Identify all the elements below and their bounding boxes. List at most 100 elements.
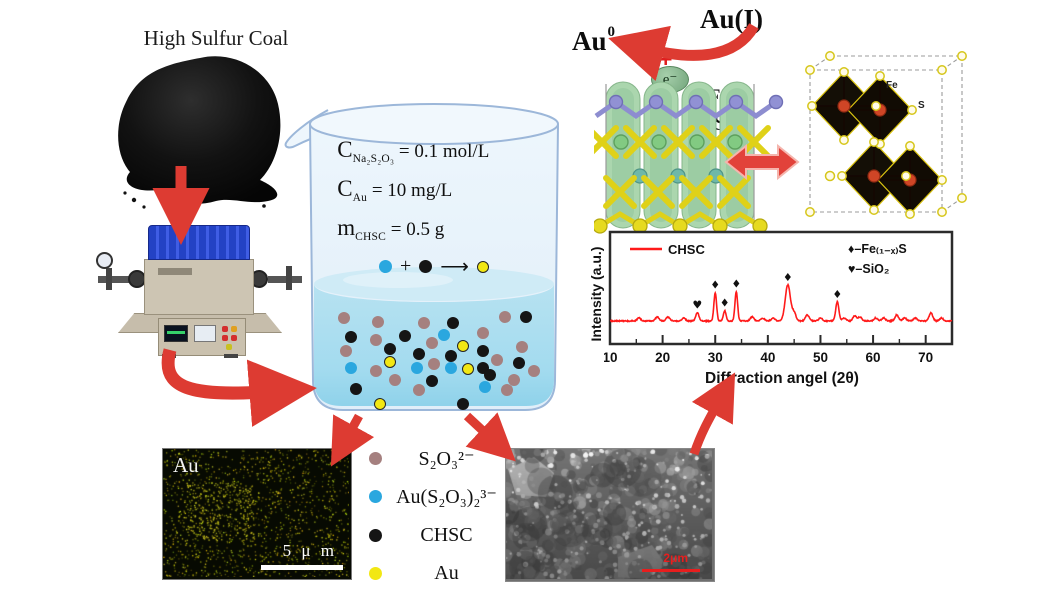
chsc-dot-icon: [369, 528, 382, 542]
sem-image: 2μm: [505, 448, 715, 582]
particle-dot-complex: [410, 362, 423, 375]
coal-blob: [118, 56, 281, 204]
particle-dot-chsc: [513, 356, 526, 369]
arrow-sem-to-xrd: [689, 372, 736, 456]
furnace-right-rod: [268, 276, 302, 283]
furnace-program-chart: [194, 325, 216, 342]
particle-dot-au: [374, 398, 387, 411]
particle-dot-s2o3: [491, 353, 504, 366]
peak-marker: ♦: [720, 297, 730, 310]
furnace-right-valve: [286, 266, 292, 290]
xrd-y-axis-label: Intensity (a.u.): [588, 246, 604, 342]
particle-dot-s2o3: [337, 312, 350, 325]
particle-dot-s2o3: [369, 364, 382, 377]
legend-item: S₂O₃²⁻: [341, 446, 511, 470]
particle-dot-au: [457, 339, 470, 352]
furnace-left-valve: [106, 268, 112, 290]
particle-dot-chsc: [447, 316, 460, 329]
particle-dot-complex: [445, 362, 458, 375]
particle-dot-chsc: [345, 330, 358, 343]
furnace-button: [226, 344, 232, 350]
condition-line: CNa₂S₂O₃ = 0.1 mol/L: [337, 137, 490, 166]
svg-text:40: 40: [760, 350, 775, 365]
particle-dot-chsc: [520, 311, 533, 324]
peak-marker: ♥: [692, 298, 702, 311]
beaker-rim: [309, 103, 559, 145]
svg-text:10: 10: [604, 350, 618, 365]
pyrrhotite-slab-model: [594, 81, 784, 234]
particle-dot-s2o3: [427, 358, 440, 370]
eds-speckle-texture: [163, 449, 349, 577]
s-atoms: [805, 51, 967, 219]
furnace-button: [222, 335, 228, 341]
particle-dot-au: [462, 363, 475, 376]
thiosulfate-gold-dot: [379, 260, 393, 274]
furnace-foot: [162, 354, 176, 358]
particle-dot-chsc: [483, 368, 496, 381]
xrd-plot-area: CHSC ♦–Fe₍₁₋ₓ₎S ♥–SiO₂ 10 20 30 40 50 60 70♥♦♦…: [604, 230, 954, 365]
furnace-button: [231, 335, 237, 341]
particle-dot-chsc: [413, 348, 426, 361]
gold-0-label: Au0: [572, 24, 616, 56]
eds-scale-bar: [261, 565, 343, 570]
gold-I-label: Au(I): [700, 4, 764, 34]
condition-line: CAu = 10 mg/L: [337, 176, 453, 204]
particle-dot-chsc: [476, 344, 489, 357]
species-legend: S₂O₃²⁻ Au(S₂O₃)₂³⁻ CHSC Au: [341, 444, 511, 588]
reaction-equation: + ⟶: [353, 254, 515, 279]
chsc-dot: [419, 260, 433, 274]
particle-dot-chsc: [384, 342, 397, 355]
xrd-chart: Intensity (a.u.) CHSC ♦–Fe₍₁₋ₓ₎S ♥–SiO₂ …: [578, 224, 1056, 396]
particle-dot-s2o3: [369, 334, 382, 347]
furnace-foot: [224, 354, 238, 358]
svg-text:70: 70: [918, 350, 933, 365]
pyrrhotite-unit-cell-model: Fe S: [805, 51, 967, 219]
gold-dot: [476, 260, 489, 273]
fe-chain-bonds: [594, 98, 778, 120]
particle-dot-chsc: [350, 382, 363, 395]
legend-item: Au(S₂O₃)₂³⁻: [341, 484, 511, 508]
particle-dot-complex: [345, 362, 358, 375]
particle-dot-s2o3: [418, 316, 431, 329]
furnace-display-readout: [167, 331, 185, 334]
peak-marker: ♦: [710, 279, 720, 292]
sem-particle-texture: [506, 449, 712, 579]
peak-marker: ♦: [783, 271, 793, 284]
peak-marker: ♦: [832, 288, 842, 301]
particle-dot-s2o3: [372, 315, 385, 328]
fe-atoms: [608, 94, 784, 110]
particle-dot-s2o3: [476, 326, 489, 339]
coal-pile-image: [118, 56, 281, 209]
particle-dot-chsc: [445, 350, 458, 363]
particle-dot-chsc: [457, 398, 470, 411]
svg-text:20: 20: [655, 350, 670, 365]
particle-dot-s2o3: [389, 374, 402, 387]
xrd-legend-label: CHSC: [668, 242, 705, 257]
particle-dot-s2o3: [508, 374, 521, 387]
svg-text:60: 60: [866, 350, 881, 365]
legend-item: CHSC: [341, 523, 511, 547]
furnace-gauge-icon: [96, 252, 113, 269]
particle-dot-complex: [437, 328, 450, 341]
eds-element-label: Au: [173, 453, 199, 477]
particle-dot-chsc: [425, 375, 438, 388]
svg-text:50: 50: [813, 350, 828, 365]
eds-gold-map-image: Au 5 μ m: [162, 448, 352, 580]
legend-item: Au: [341, 561, 511, 585]
svg-text:30: 30: [708, 350, 723, 365]
beaker-conditions: CNa₂S₂O₃ = 0.1 mol/L CAu = 10 mg/L mCHSC…: [337, 135, 489, 251]
furnace-button: [222, 326, 228, 332]
particle-dot-au: [384, 355, 397, 368]
xrd-phase-legend-2: ♥–SiO₂: [848, 262, 889, 276]
condition-line: mCHSC = 0.5 g: [337, 214, 445, 243]
xrd-plot-border: [608, 230, 954, 346]
xrd-spectrum-line: [609, 282, 953, 324]
sem-scale-text: 2μm: [663, 551, 688, 565]
particle-dot-s2o3: [340, 344, 353, 357]
particle-dot-chsc: [398, 329, 411, 342]
xrd-x-axis-label: Diffraction angel (2θ): [705, 370, 859, 387]
coal-title: High Sulfur Coal: [143, 26, 289, 50]
plus-sign: +: [400, 255, 412, 278]
particle-dot-s2o3: [413, 384, 426, 397]
